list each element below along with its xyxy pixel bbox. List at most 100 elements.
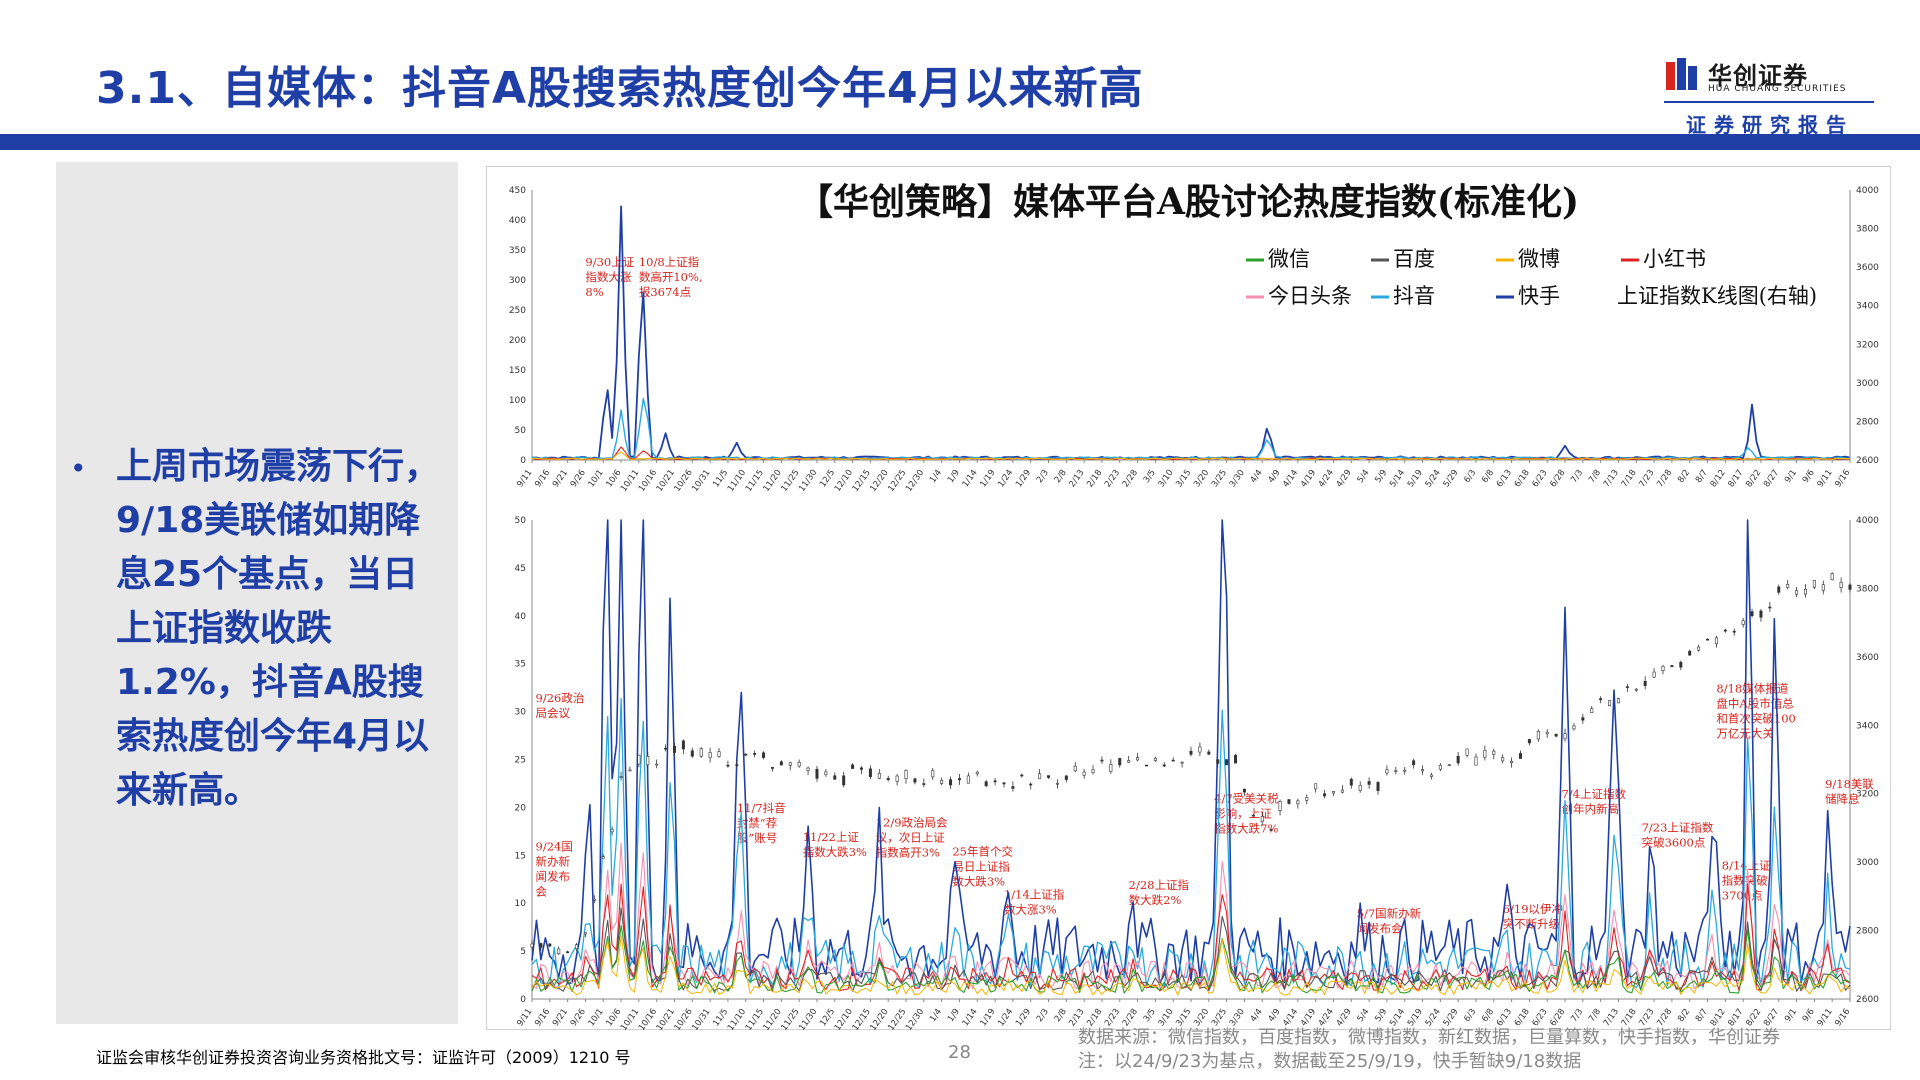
kline-body: [583, 932, 587, 935]
kline-body: [824, 771, 828, 775]
kline-body: [1305, 797, 1309, 801]
kline-body: [1563, 733, 1567, 740]
kline-body: [619, 776, 623, 778]
y-tick-label: 450: [509, 186, 526, 196]
annotation-line: 指数大跌3%: [803, 845, 867, 859]
kline-body: [1002, 782, 1006, 785]
legend-label: 微信: [1268, 247, 1310, 271]
annotation-line: 局会议: [536, 706, 571, 720]
y2-tick-label: 2800: [1856, 927, 1879, 937]
y2-tick-label: 3000: [1856, 858, 1879, 868]
kline-body: [877, 773, 881, 779]
y-tick-label: 100: [509, 396, 526, 406]
y2-tick-label: 3800: [1856, 584, 1879, 594]
annotation-line: 1/14上证指: [1004, 887, 1064, 901]
kline-body: [1047, 775, 1051, 778]
kline-body: [1225, 759, 1229, 766]
y-tick-label: 30: [515, 708, 527, 718]
series-toutiao: [531, 842, 1851, 990]
annotation-line: 储降息: [1825, 792, 1860, 806]
kline-body: [557, 948, 561, 955]
kline-body: [628, 769, 632, 772]
kline-body: [1554, 733, 1558, 737]
kline-body: [1091, 769, 1095, 773]
annotation-line: 8/14上证: [1722, 859, 1771, 873]
kline-body: [1501, 757, 1505, 762]
kline-body: [842, 775, 846, 786]
kline-body: [1714, 637, 1718, 645]
kline-body: [1670, 665, 1674, 668]
annotation-line: 指数大涨: [585, 270, 631, 284]
page-title: 3.1、自媒体：抖音A股搜索热度创今年4月以来新高: [96, 63, 1144, 114]
kline-body: [966, 775, 970, 784]
kline-body: [1287, 799, 1291, 804]
kline-body: [1127, 760, 1131, 763]
kline-body: [1581, 717, 1585, 721]
license-text: 证监会审核华创证券投资咨询业务资格批文号：证监许可（2009）1210 号: [96, 1048, 631, 1067]
annotation-line: 和首次突破100: [1716, 711, 1795, 725]
y-tick-label: 250: [509, 306, 526, 316]
kline-body: [1572, 725, 1576, 730]
annotation-line: 创年内新高: [1561, 802, 1619, 816]
kline-body: [1519, 753, 1523, 759]
kline-body: [1750, 611, 1754, 616]
kline-body: [1198, 746, 1202, 753]
kline-body: [1296, 800, 1300, 805]
kline-body: [886, 778, 890, 781]
kline-body: [1732, 630, 1736, 633]
y-tick-label: 200: [509, 336, 526, 346]
kline-body: [815, 768, 819, 779]
annotation-line: 会: [536, 885, 548, 899]
kline-body: [859, 767, 863, 770]
kline-body: [1412, 760, 1416, 765]
kline-body: [1038, 773, 1042, 780]
y-tick-label: 5: [520, 947, 526, 957]
legend-label: 抖音: [1393, 284, 1435, 308]
kline-body: [1385, 769, 1389, 774]
kline-body: [1429, 774, 1433, 777]
kline-body: [1367, 781, 1371, 785]
y-tick-label: 50: [515, 516, 527, 526]
kline-body: [1839, 582, 1843, 589]
kline-body: [1082, 771, 1086, 776]
source-line: 数据来源：微信指数，百度指数，微博指数，新红数据，巨量算数，快手指数，华创证券: [1078, 1027, 1780, 1048]
kline-body: [530, 943, 534, 948]
kline-body: [806, 767, 810, 772]
kline-body: [1260, 816, 1264, 822]
kline-body: [1688, 650, 1692, 656]
annotation-line: 25年首个交: [952, 844, 1013, 858]
kline-body: [1590, 708, 1594, 713]
kline-body: [1109, 763, 1113, 772]
kline-body: [1795, 590, 1799, 595]
kline-body: [1323, 793, 1327, 797]
annotation-line: 盘中A股市值总: [1716, 696, 1794, 710]
y2-tick-label: 3600: [1856, 263, 1879, 273]
kline-body: [1207, 751, 1211, 755]
chart-title: 【华创策略】媒体平台A股讨论热度指数(标准化): [797, 181, 1579, 223]
kline-body: [1118, 758, 1122, 766]
kline-body: [762, 752, 766, 758]
annotation-line: 6/19以伊冲: [1503, 902, 1563, 916]
y-tick-label: 40: [515, 612, 527, 622]
y-tick-label: 0: [520, 456, 526, 466]
kline-body: [1376, 782, 1380, 791]
y2-tick-label: 3200: [1856, 790, 1879, 800]
kline-body: [699, 748, 703, 757]
annotation-line: 闻发布: [536, 870, 571, 884]
y-tick-label: 300: [509, 276, 526, 286]
kline-body: [1643, 680, 1647, 686]
chart-container: 【华创策略】媒体平台A股讨论热度指数(标准化) 微信 百度 微博 小红书 今日头条 抖音 快手…: [486, 166, 1891, 1033]
kline-body: [1545, 731, 1549, 735]
chart-frame: [486, 166, 1891, 1030]
chart-annotation: 7/23上证指数突破3600点: [1642, 820, 1714, 849]
y-tick-label: 350: [509, 246, 526, 256]
bullet-icon: •: [70, 452, 87, 485]
chart-annotation: 6/19以伊冲突不断升级: [1503, 902, 1563, 931]
summary-panel: [56, 162, 458, 1024]
legend-label: 快手: [1518, 284, 1560, 308]
annotation-line: 7/4上证指数: [1561, 787, 1626, 801]
kline-body: [1251, 814, 1255, 817]
y-tick-label: 150: [509, 366, 526, 376]
kline-body: [1136, 757, 1140, 761]
